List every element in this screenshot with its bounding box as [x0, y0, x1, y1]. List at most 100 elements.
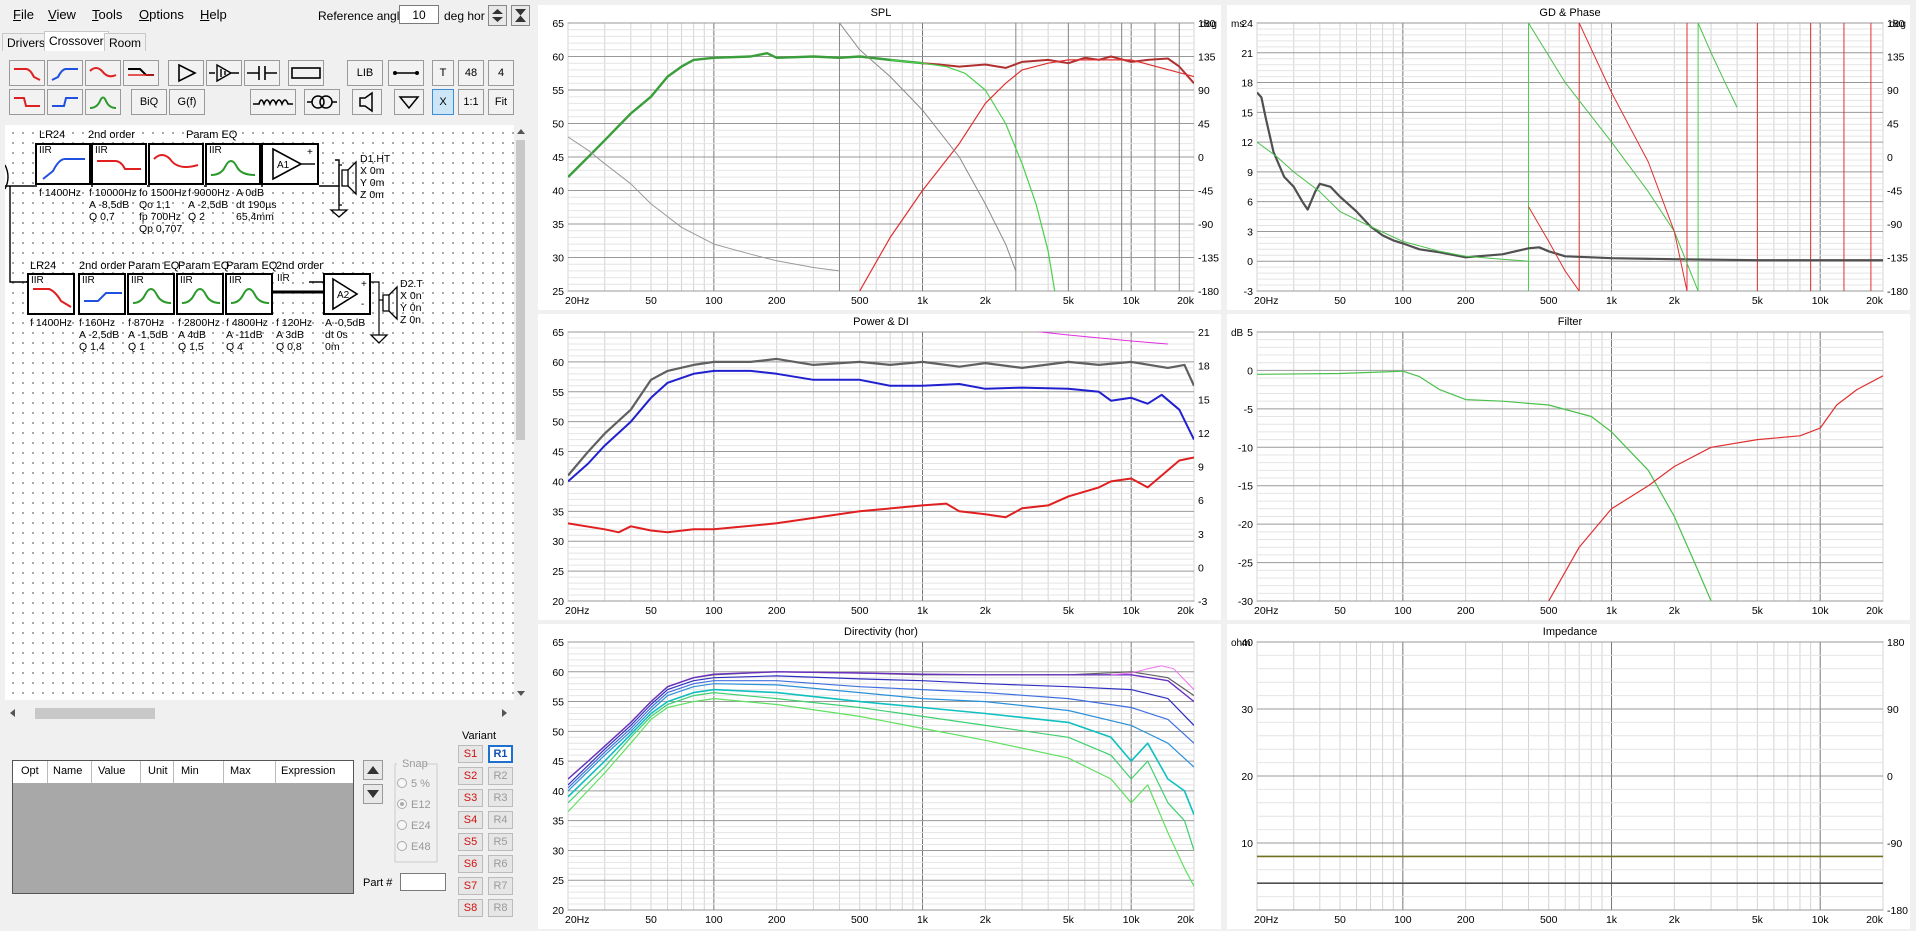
plot-frame: [1256, 22, 1884, 292]
col-opt[interactable]: Opt: [21, 765, 39, 777]
move-up-button[interactable]: [363, 760, 383, 780]
variant-s7-button[interactable]: S7: [458, 877, 483, 895]
part-number-input[interactable]: [400, 873, 446, 891]
snap-e24-radio[interactable]: E24: [397, 820, 431, 832]
filter-graph[interactable]: Filter dB -30 -25 -20 -15 -10 -5 0 5 20Hz 50 100 200 5…: [1227, 314, 1910, 620]
series-tweeter-phase: [1528, 206, 1580, 291]
gd-phase-graph[interactable]: GD & Phase ms deg -3 0 3 6 9 12 15 18 21 24 -180 -135 -…: [1227, 5, 1910, 310]
y-tick-label: 20: [1241, 771, 1253, 783]
crossover-schematic[interactable]: LR24 2nd order Param EQ IIR IIR IIR A1 + …: [5, 125, 518, 700]
col-value[interactable]: Value: [98, 765, 126, 777]
top-param-eq-block[interactable]: IIR: [205, 143, 261, 185]
speaker-button[interactable]: [352, 89, 382, 115]
inductor-button[interactable]: [250, 89, 296, 115]
col-expression[interactable]: Expression: [281, 765, 336, 777]
wire-button[interactable]: [388, 60, 424, 86]
order-4-button[interactable]: 4: [488, 60, 514, 86]
vertical-scroll-thumb[interactable]: [516, 140, 525, 440]
menu-help[interactable]: Help: [200, 7, 227, 22]
x-tick-label: 200: [1457, 914, 1475, 926]
menu-options[interactable]: Options: [139, 7, 184, 22]
lowpass-red2-button[interactable]: [9, 89, 45, 115]
driver-d1-label[interactable]: D1.HT X 0m Y 0m Z 0m: [360, 153, 391, 201]
driver-d2-label[interactable]: D2.T X 0n Y 0n Z 0n: [400, 278, 423, 326]
shelf-red-button[interactable]: [85, 60, 121, 86]
bottom-header-2nd-order-2: 2nd order: [276, 260, 324, 272]
highpass-blue-button[interactable]: [47, 60, 83, 86]
top-allpass-block[interactable]: [148, 143, 204, 185]
capacitor-button[interactable]: [244, 60, 280, 86]
transformer-button[interactable]: [304, 89, 340, 115]
tab-drivers[interactable]: Drivers: [2, 33, 50, 51]
reference-angle-input[interactable]: 10: [399, 5, 439, 24]
allpass-button[interactable]: [123, 60, 159, 86]
directivity-graph[interactable]: Directivity (hor) 20 25 30 35 40 45 50 55 60 65 20H…: [538, 624, 1221, 929]
scale-1-1-button[interactable]: 1:1: [458, 89, 484, 115]
variant-r5-button[interactable]: R5: [488, 833, 513, 851]
snap-e12-radio[interactable]: E12: [397, 799, 431, 811]
fit-button[interactable]: Fit: [488, 89, 514, 115]
variant-s1-button[interactable]: S1: [458, 745, 483, 763]
order-48-button[interactable]: 48: [458, 60, 484, 86]
bottom-2nd-order-2-block[interactable]: IIR: [277, 273, 321, 293]
variant-s5-button[interactable]: S5: [458, 833, 483, 851]
col-name[interactable]: Name: [53, 765, 83, 777]
gf-button[interactable]: G(f): [169, 89, 205, 115]
menu-view[interactable]: View: [48, 7, 76, 22]
peak-green-button[interactable]: [85, 89, 121, 115]
variant-s2-button[interactable]: S2: [458, 767, 483, 785]
spl-graph[interactable]: SPL deg 25 30 35 40 45 50 55 60 65 -180 -135 -90 -45 0 4…: [538, 5, 1221, 310]
variant-s4-button[interactable]: S4: [458, 811, 483, 829]
tab-room[interactable]: Room: [104, 33, 147, 51]
amplifier-a2[interactable]: A2 + -: [323, 273, 371, 315]
highpass-blue2-button[interactable]: [47, 89, 83, 115]
menu-file[interactable]: File: [13, 7, 34, 22]
top-lr24-block[interactable]: IIR: [35, 143, 91, 185]
amplifier-a1[interactable]: A1 +: [261, 143, 319, 185]
move-down-button[interactable]: [363, 784, 383, 804]
variant-r2-button[interactable]: R2: [488, 767, 513, 785]
x-tick-label: 20Hz: [1254, 914, 1279, 926]
variant-r8-button[interactable]: R8: [488, 899, 513, 917]
variant-r7-button[interactable]: R7: [488, 877, 513, 895]
graph-area: SPL deg 25 30 35 40 45 50 55 60 65 -180 -135 -90 -45 0 4…: [538, 0, 1916, 931]
impedance-graph[interactable]: Impedance ohm 10 20 30 40 -180 -90 0 90 180 20Hz 50 1…: [1227, 624, 1910, 929]
series-dir-30: [568, 680, 1194, 789]
y-tick-label: 60: [552, 667, 564, 679]
variant-r3-button[interactable]: R3: [488, 789, 513, 807]
resistor-button[interactable]: [288, 60, 324, 86]
variant-s3-button[interactable]: S3: [458, 789, 483, 807]
menu-tools[interactable]: Tools: [92, 7, 123, 22]
parameter-table[interactable]: Opt Name Value Unit Min Max Expression: [12, 760, 354, 894]
variant-s6-button[interactable]: S6: [458, 855, 483, 873]
horizontal-scroll-thumb[interactable]: [35, 708, 155, 719]
col-unit[interactable]: Unit: [148, 765, 168, 777]
x-button[interactable]: X: [432, 89, 454, 115]
ground-button[interactable]: [394, 89, 424, 115]
snap-e48-radio[interactable]: E48: [397, 841, 431, 853]
col-max[interactable]: Max: [230, 765, 251, 777]
amplifier-button[interactable]: [168, 60, 204, 86]
bottom-2nd-order-block[interactable]: IIR: [78, 273, 126, 315]
power-di-graph[interactable]: Power & DI 20 25 30 35 40 45 50 55 60 65 -3 0 3 6 9 12 15…: [538, 314, 1221, 620]
tab-crossover[interactable]: Crossover: [44, 31, 109, 51]
bottom-param-eq-1-block[interactable]: IIR: [127, 273, 175, 315]
angle-sweep-button[interactable]: [511, 5, 530, 26]
col-min[interactable]: Min: [181, 765, 199, 777]
text-button[interactable]: T: [432, 60, 454, 86]
buffer-button[interactable]: [206, 60, 242, 86]
library-button[interactable]: LIB: [347, 60, 383, 86]
variant-r4-button[interactable]: R4: [488, 811, 513, 829]
variant-r1-button[interactable]: R1: [488, 745, 513, 763]
top-2nd-order-block[interactable]: IIR: [91, 143, 147, 185]
series-tweeter-phase2: [1578, 23, 1688, 291]
snap-5pct-radio[interactable]: 5 %: [397, 778, 430, 790]
bottom-param-eq-3-block[interactable]: IIR: [225, 273, 273, 315]
variant-s8-button[interactable]: S8: [458, 899, 483, 917]
bottom-lr24-block[interactable]: IIR: [27, 273, 75, 315]
biquad-button[interactable]: BiQ: [131, 89, 167, 115]
lowpass-red-button[interactable]: [9, 60, 45, 86]
bottom-param-eq-2-block[interactable]: IIR: [176, 273, 224, 315]
angle-spin-button[interactable]: [488, 5, 507, 26]
variant-r6-button[interactable]: R6: [488, 855, 513, 873]
